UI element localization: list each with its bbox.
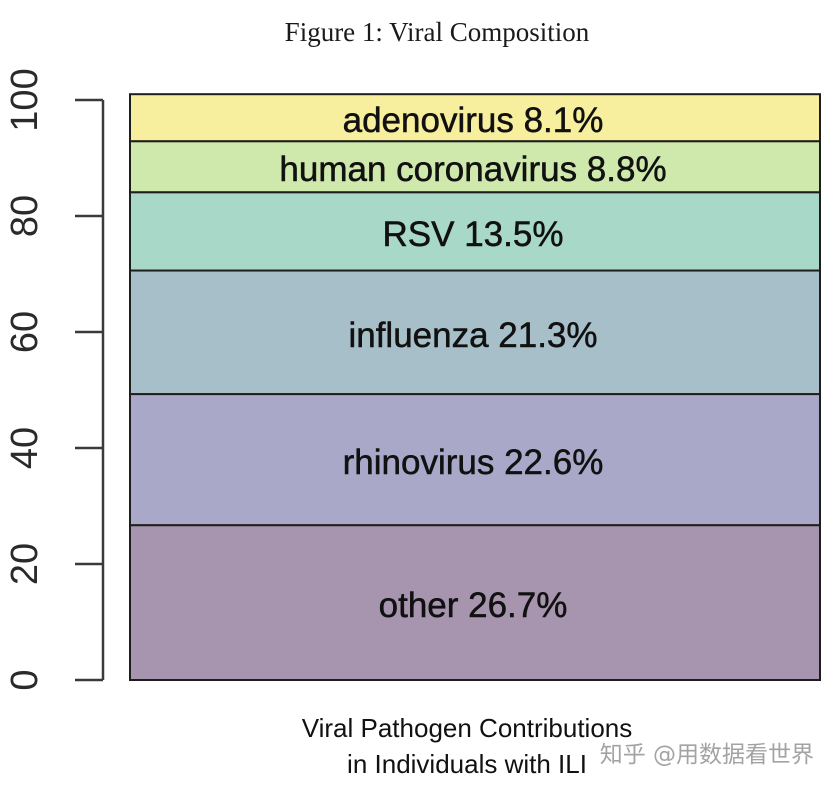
bar-segment-human-coronavirus bbox=[129, 140, 821, 194]
y-tick-label-60: 60 bbox=[4, 311, 46, 353]
y-tick-label-20: 20 bbox=[4, 543, 46, 585]
y-tick-label-0: 0 bbox=[4, 669, 46, 690]
y-tick-label-40: 40 bbox=[4, 427, 46, 469]
chart-title: Figure 1: Viral Composition bbox=[285, 17, 590, 47]
bar-segment-rhinovirus bbox=[129, 393, 821, 527]
segment-label-adenovirus: adenovirus 8.1% bbox=[343, 101, 604, 140]
y-tick-label-80: 80 bbox=[4, 195, 46, 237]
segment-label-influenza: influenza 21.3% bbox=[348, 316, 597, 355]
y-axis: 0 20 40 60 80 100 bbox=[4, 68, 105, 691]
x-axis-label-line-2: in Individuals with ILI bbox=[347, 749, 587, 779]
x-axis-label-line-1: Viral Pathogen Contributions bbox=[302, 713, 633, 743]
stacked-bar: other 26.7% rhinovirus 22.6% influenza 21.… bbox=[129, 93, 821, 682]
bar-segment-adenovirus bbox=[129, 93, 821, 143]
segment-label-rhinovirus: rhinovirus 22.6% bbox=[343, 443, 604, 482]
segment-label-human-coronavirus: human coronavirus 8.8% bbox=[279, 150, 666, 189]
bar-segment-other bbox=[129, 524, 821, 682]
segment-label-other: other 26.7% bbox=[379, 586, 568, 625]
bar-segment-rsv bbox=[129, 191, 821, 272]
bar-segment-influenza bbox=[129, 269, 821, 396]
y-tick-label-100: 100 bbox=[4, 68, 46, 131]
segment-label-rsv: RSV 13.5% bbox=[383, 215, 564, 254]
watermark: 知乎 @用数据看世界 bbox=[600, 742, 814, 768]
